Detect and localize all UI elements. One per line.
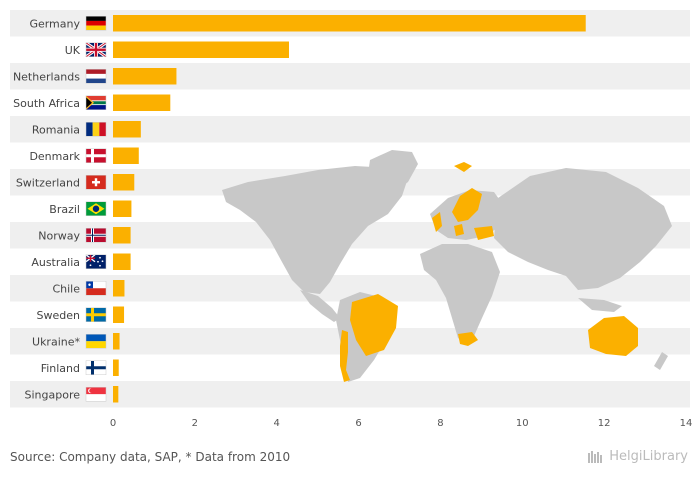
germany-flag-icon: [85, 16, 107, 31]
category-label-uk: UK: [65, 44, 81, 57]
bar-germany: [113, 15, 586, 32]
sweden-flag-icon: [85, 307, 107, 322]
bar-australia: [113, 253, 131, 270]
map-asia: [494, 168, 672, 290]
bar-ukraine: [113, 333, 120, 350]
map-uk: [432, 212, 442, 232]
category-label-south-africa: South Africa: [13, 97, 80, 110]
category-label-singapore: Singapore: [25, 388, 81, 401]
bar-denmark: [113, 147, 139, 164]
bar-chile: [113, 280, 125, 297]
map-new-zealand: [654, 352, 668, 370]
map-brazil: [350, 294, 398, 356]
map-greenland: [368, 150, 418, 194]
category-label-norway: Norway: [38, 229, 80, 242]
netherlands-flag-icon: [85, 69, 107, 84]
row-band: [10, 116, 690, 143]
category-label-chile: Chile: [52, 282, 80, 295]
x-tick-label: 8: [437, 418, 443, 429]
map-scandinavia: [452, 188, 482, 222]
south-africa-flag-icon: [85, 95, 107, 110]
category-label-sweden: Sweden: [37, 309, 80, 322]
category-label-ukraine: Ukraine*: [32, 335, 80, 348]
bar-uk: [113, 41, 289, 58]
chart: Germany UK Netherlands South Africa Romania D…: [10, 10, 693, 429]
library-icon: [588, 450, 603, 463]
norway-flag-icon: [85, 228, 107, 243]
x-tick-label: 12: [598, 418, 611, 429]
source-note: Source: Company data, SAP, * Data from 2…: [10, 450, 291, 464]
map-australia: [588, 316, 638, 356]
uk-flag-icon: [85, 41, 107, 58]
brand-name: HelgiLibrary: [609, 449, 688, 464]
bar-south-africa: [113, 94, 171, 111]
finland-flag-icon: [85, 360, 107, 375]
category-label-romania: Romania: [32, 123, 80, 136]
x-tick-label: 2: [192, 418, 198, 429]
bar-romania: [113, 121, 141, 138]
map-north-america: [222, 166, 408, 294]
x-tick-label: 10: [516, 418, 529, 429]
singapore-flag-icon: [85, 387, 107, 402]
chile-flag-icon: [85, 281, 107, 296]
brazil-flag-icon: [85, 201, 107, 216]
bar-sweden: [113, 306, 125, 323]
world-map: [222, 150, 672, 382]
category-label-netherlands: Netherlands: [13, 70, 80, 83]
bar-finland: [113, 359, 119, 376]
x-tick-label: 14: [680, 418, 693, 429]
map-chile: [340, 330, 350, 382]
x-tick-label: 0: [110, 418, 116, 429]
map-germany: [454, 224, 464, 236]
australia-flag-icon: [85, 254, 107, 269]
category-label-switzerland: Switzerland: [16, 176, 80, 189]
denmark-flag-icon: [85, 148, 107, 163]
bar-switzerland: [113, 174, 135, 191]
map-iceland: [454, 162, 472, 172]
bar-singapore: [113, 386, 119, 403]
category-label-germany: Germany: [29, 17, 80, 30]
map-africa: [420, 244, 500, 344]
category-label-australia: Australia: [31, 256, 80, 269]
romania-flag-icon: [85, 122, 107, 137]
map-indonesia: [578, 298, 622, 312]
switzerland-flag-icon: [85, 175, 107, 190]
category-label-finland: Finland: [41, 362, 80, 375]
bar-netherlands: [113, 68, 177, 85]
row-band: [10, 381, 690, 408]
bar-brazil: [113, 200, 132, 217]
x-tick-label: 4: [274, 418, 280, 429]
x-tick-label: 6: [355, 418, 361, 429]
category-label-brazil: Brazil: [49, 203, 80, 216]
brand-logo: HelgiLibrary: [587, 449, 688, 464]
map-south-africa: [458, 332, 478, 346]
row-band: [10, 63, 690, 90]
ukraine-flag-icon: [85, 334, 107, 349]
map-ukraine: [474, 226, 494, 240]
map-central-america: [300, 290, 340, 322]
category-label-denmark: Denmark: [29, 150, 80, 163]
bar-norway: [113, 227, 131, 244]
